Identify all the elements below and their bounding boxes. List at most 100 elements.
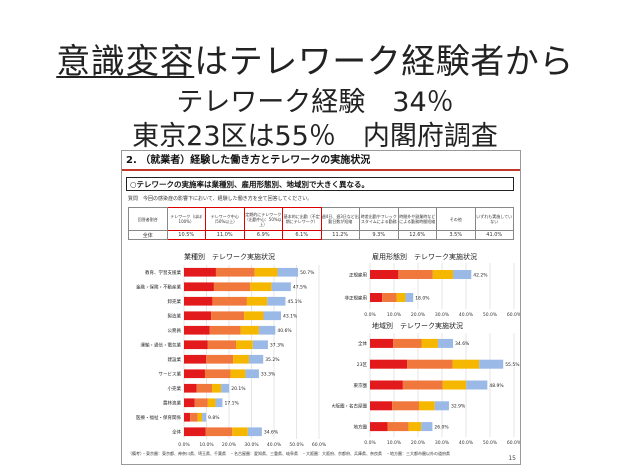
data-label: 55.5%	[505, 362, 520, 368]
bar-segment	[277, 267, 299, 277]
bar-segment	[479, 359, 504, 369]
bar-segment	[184, 412, 191, 422]
bar-segment	[247, 427, 262, 437]
bar-segment	[184, 340, 208, 350]
x-tick-label: 0.0%	[364, 312, 376, 318]
bar-segment	[184, 369, 205, 379]
bar-segment	[442, 380, 467, 390]
data-label: 18.0%	[415, 295, 430, 301]
bar-segment	[466, 380, 488, 390]
category-label: 全体	[358, 340, 367, 347]
summary-value-cell: 11.2%	[320, 230, 360, 240]
report-subheading: ○テレワークの実施率は業種別、雇用形態別、地域別で大きく異なる。	[126, 177, 514, 191]
bar-segment	[402, 380, 443, 390]
bar-segment	[267, 296, 286, 306]
bar-segment	[236, 340, 253, 350]
bar-segment	[418, 401, 435, 411]
data-label: 42.2%	[473, 272, 488, 278]
summary-value-cell: 12.6%	[397, 230, 437, 240]
industry-bar-chart: 0.0% 10.0% 20.0% 30.0% 40.0% 50.0% 60.0% 教育、学習支…	[136, 265, 327, 448]
bar-segment	[196, 383, 213, 393]
page-number: 15	[508, 455, 516, 462]
category-label: 公務員	[168, 327, 182, 334]
region-bar-chart: 0.0% 10.0% 20.0% 30.0% 40.0% 50.0% 60.0% 全体 34.6…	[332, 333, 520, 446]
x-tick-label: 40.0%	[459, 312, 474, 318]
employment-chart-title: 雇用形態別 テレワーク実施状況	[372, 253, 477, 261]
summary-header-cell: 時差出勤やフレックスタイムによる勤務	[359, 207, 399, 231]
bar-segment	[184, 325, 210, 335]
data-label: 50.7%	[300, 270, 315, 276]
bar-segment	[206, 354, 234, 364]
slide-title-line-3: 東京23区は55％ 内閣府調査	[132, 121, 498, 152]
bar-segment	[438, 338, 454, 348]
bar-segment	[421, 338, 439, 348]
summary-header-cell: 基本的に出勤（不定期にテレワーク）	[282, 207, 322, 231]
bar-segment	[204, 369, 231, 379]
summary-value-cell: 41.0%	[474, 230, 514, 240]
bar-segment	[184, 383, 197, 393]
bar-segment	[254, 267, 278, 277]
x-tick-label: 40.0%	[459, 440, 474, 446]
bar-segment	[244, 311, 264, 321]
category-label: 教育、学習支援業	[145, 269, 181, 276]
embedded-report-slide: 2. （就業者）経験した働き方とテレワークの実施状況 ○テレワークの実施率は業種…	[121, 150, 521, 465]
bar-segment	[407, 359, 453, 369]
bar-segment	[246, 296, 268, 306]
bar-segment	[258, 325, 276, 335]
x-tick-label: 60.0%	[507, 312, 520, 318]
employment-bar-chart: 0.0% 10.0% 20.0% 30.0% 40.0% 50.0% 60.0% 正規雇用 42…	[345, 263, 520, 318]
category-label: 大阪圏・名古屋圏	[332, 403, 367, 410]
x-tick-label: 50.0%	[483, 440, 498, 446]
bar-segment	[432, 270, 454, 279]
data-label: 34.6%	[264, 430, 279, 436]
summary-value-cell: 9.3%	[359, 230, 399, 240]
bar-segment	[184, 267, 216, 277]
bar-segment	[213, 282, 251, 292]
x-tick-label: 0.0%	[178, 442, 190, 448]
category-label: 東京圏	[354, 382, 368, 389]
x-tick-label: 30.0%	[244, 442, 259, 448]
data-label: 43.1%	[283, 314, 298, 320]
summary-header-cell: その他	[436, 207, 476, 231]
bar-segment	[184, 311, 212, 321]
x-tick-label: 20.0%	[222, 442, 237, 448]
bar-segment	[382, 293, 397, 302]
category-label: 医療・福祉・保育関係	[136, 414, 181, 421]
bar-segment	[240, 325, 259, 335]
bar-segment	[370, 338, 394, 348]
underlined-phrase: 意識変容	[56, 42, 195, 82]
x-tick-label: 50.0%	[483, 312, 498, 318]
summary-header-cell: 週4日、週3日など出勤日数が短縮	[320, 207, 360, 231]
bar-segment	[207, 398, 216, 408]
category-label: 非正規雇用	[345, 294, 368, 301]
data-label: 40.6%	[277, 328, 292, 334]
bar-segment	[452, 359, 480, 369]
data-label: 48.9%	[489, 383, 504, 389]
bar-segment	[392, 401, 419, 411]
bar-segment	[398, 270, 433, 279]
category-label: 運輸・通信・電気業	[141, 342, 182, 349]
bar-segment	[190, 412, 198, 422]
slide-title-line-1: 意識変容はテレワーク経験者から	[0, 34, 630, 83]
summary-table: 回答者割合 テレワーク（ほぼ100%） テレワーク中心（50%以上） 定期的にテ…	[128, 207, 514, 240]
bar-segment	[221, 383, 230, 393]
data-label: 17.1%	[224, 401, 239, 407]
bar-segment	[202, 412, 207, 422]
category-label: サービス業	[159, 371, 182, 378]
category-label: 23区	[357, 362, 368, 368]
region-chart-title: 地域別 テレワーク実施状況	[372, 322, 463, 330]
summary-value-cell: 6.1%	[282, 230, 322, 240]
category-label: 地方圏	[354, 423, 368, 430]
category-label: 建設業	[168, 356, 182, 363]
summary-header-cell: 回答者割合	[128, 207, 168, 231]
data-label: 20.1%	[231, 386, 246, 392]
bar-segment	[421, 422, 433, 432]
category-label: 卸売業	[168, 298, 182, 305]
data-label: 32.9%	[451, 404, 466, 410]
summary-header-cell: テレワーク中心（50%以上）	[205, 207, 245, 231]
data-label: 9.8%	[208, 415, 220, 421]
bar-segment	[370, 359, 408, 369]
summary-row-label: 全体	[128, 230, 168, 240]
x-tick-label: 30.0%	[435, 440, 450, 446]
summary-value-cell: 11.0%	[205, 230, 245, 240]
